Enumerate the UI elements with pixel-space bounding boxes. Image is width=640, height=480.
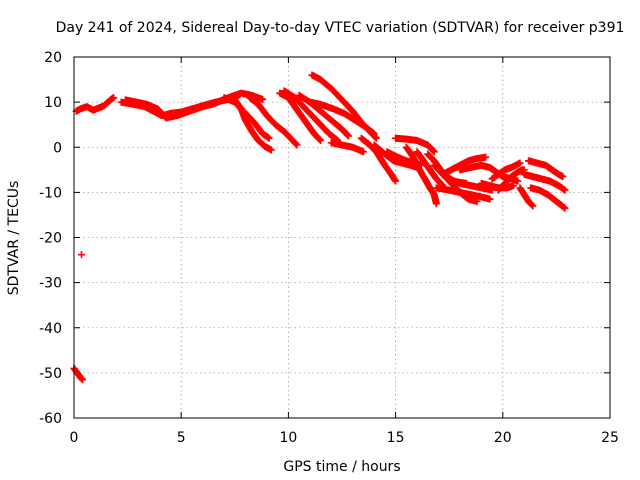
x-tick-label: 25 (601, 430, 619, 446)
series-arc-30 (525, 157, 567, 181)
data-point-marker (528, 201, 536, 209)
data-point-marker (265, 134, 273, 142)
series-arc-14 (327, 139, 367, 156)
series-arc-31 (520, 170, 569, 194)
axis-ticks: 0 5 10 15 20 25 -60 -50 -40 -30 -20 -10 0 10 20 (39, 50, 619, 446)
series-arc-15 (357, 134, 400, 185)
data-point-marker (482, 153, 490, 161)
data-point-marker (529, 202, 537, 210)
y-tick-label: -20 (39, 231, 62, 247)
y-axis-label: SDTVAR / TECUs (6, 181, 22, 296)
data-point-marker (372, 133, 379, 141)
data-point-marker (344, 131, 352, 139)
series-arc-20 (413, 148, 447, 190)
data-point-marker (317, 136, 325, 144)
x-tick-label: 15 (387, 430, 405, 446)
y-tick-label: -50 (39, 366, 62, 382)
series-arc-19 (402, 143, 440, 208)
series-arc-28 (488, 159, 524, 183)
data-point-marker (561, 186, 569, 194)
data-point-marker (344, 132, 352, 140)
data-point-marker (430, 148, 438, 156)
series-arc-23 (432, 184, 494, 203)
data-point-marker (259, 95, 267, 103)
series-arc-17 (383, 148, 425, 169)
data-point-marker (110, 94, 118, 102)
grid-lines (74, 57, 610, 418)
y-tick-label: -40 (39, 321, 62, 337)
series-arc-13 (306, 98, 378, 138)
data-point-marker (516, 159, 524, 167)
series-arc-33 (516, 184, 537, 210)
data-point-marker (79, 376, 87, 384)
data-point-marker (370, 130, 378, 138)
series-arc-07 (220, 94, 273, 142)
data-point-marker (432, 200, 440, 208)
data-point-marker (514, 177, 522, 185)
data-point-marker (392, 177, 400, 185)
y-tick-label: 10 (44, 95, 62, 111)
data-point-marker (429, 147, 437, 155)
data-point-marker (293, 141, 301, 149)
data-point-marker (78, 251, 86, 259)
series-arc-02 (70, 364, 87, 384)
data-point-marker (510, 182, 518, 190)
data-point-marker (359, 148, 367, 156)
x-tick-label: 10 (279, 430, 297, 446)
series-arc-01 (72, 94, 118, 115)
y-tick-label: 0 (53, 140, 62, 156)
data-point-marker (316, 136, 324, 144)
series-arc-25 (445, 175, 496, 194)
plot-frame (73, 56, 611, 419)
data-point-marker (559, 173, 567, 181)
data-point-marker (561, 204, 569, 212)
x-axis-label: GPS time / hours (283, 459, 400, 475)
data-point-marker (372, 134, 380, 142)
series-arc-08 (246, 94, 301, 149)
data-points (70, 71, 569, 384)
x-tick-label: 20 (494, 430, 512, 446)
x-tick-label: 5 (177, 430, 186, 446)
y-tick-label: 20 (44, 50, 62, 66)
series-arc-03 (78, 251, 86, 259)
series-arc-24 (439, 153, 490, 178)
y-tick-label: -60 (39, 411, 62, 427)
data-point-marker (486, 195, 494, 203)
series-arc-09 (276, 89, 325, 144)
chart-title: Day 241 of 2024, Sidereal Day-to-day VTE… (56, 20, 625, 36)
series-arc-29 (495, 166, 528, 194)
series-arc-11 (295, 91, 352, 140)
series-arc-05 (121, 89, 267, 122)
y-tick-label: -10 (39, 185, 62, 201)
series-arc-32 (527, 184, 569, 212)
data-point-marker (292, 140, 300, 148)
y-tick-label: -30 (39, 276, 62, 292)
series-arc-18 (392, 134, 438, 156)
data-point-marker (267, 146, 275, 154)
x-tick-label: 0 (70, 430, 79, 446)
